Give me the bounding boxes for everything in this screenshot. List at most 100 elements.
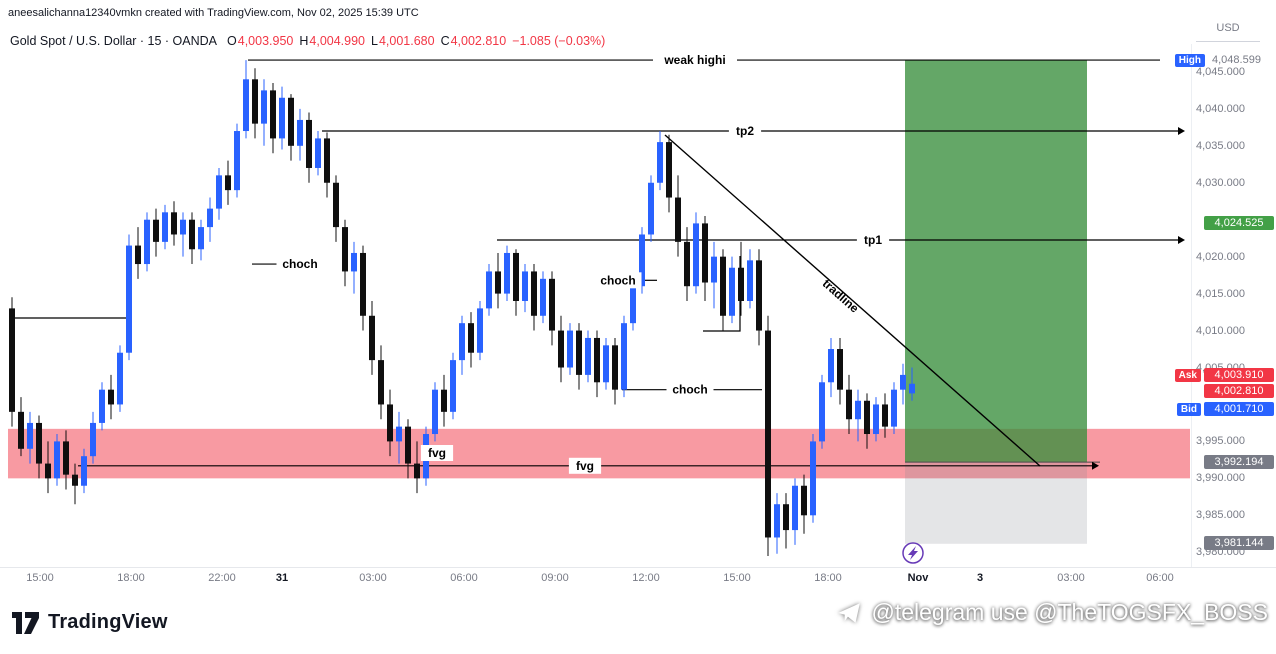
tradingview-logo-mark (12, 611, 39, 634)
tradingview-logo[interactable]: TradingView (12, 611, 168, 634)
open-value: 4,003.950 (237, 34, 294, 48)
candle-body (36, 422, 42, 464)
time-axis-label: 03:00 (359, 572, 387, 584)
weak-high-line-label[interactable]: weak highi (663, 53, 725, 67)
candle-body (288, 97, 294, 146)
choch-2-tick-label[interactable]: choch (600, 273, 635, 287)
candle-body (882, 404, 888, 427)
time-axis-label: 15:00 (26, 572, 54, 584)
tp2-line-label[interactable]: tp2 (736, 124, 754, 138)
fvg-floating-label[interactable]: fvg (428, 446, 446, 460)
low-price: L4,001.680 (371, 34, 435, 48)
price-axis-label: 4,045.000 (1196, 65, 1245, 78)
candle-body (765, 330, 771, 538)
time-axis-label: 3 (976, 572, 984, 584)
attribution-bar: aneesalichanna12340vmkn created with Tra… (8, 7, 419, 19)
choch-3-left-label[interactable]: choch (672, 383, 707, 397)
lightning-icon (908, 546, 918, 560)
candle-body (666, 142, 672, 198)
candle-body (738, 267, 744, 301)
time-axis-label: 31 (275, 572, 289, 584)
ask-price-value: 4,003.910 (1204, 368, 1274, 382)
candle-body (252, 79, 258, 124)
candle-body (405, 426, 411, 464)
long-position-loss-box[interactable] (905, 462, 1087, 544)
symbol-title[interactable]: Gold Spot / U.S. Dollar · 15 · OANDA (10, 34, 218, 48)
candle-body (747, 260, 753, 301)
order-price-badge: 4,024.525 (1158, 215, 1274, 231)
price-axis-label: 4,010.000 (1196, 324, 1245, 337)
tp2-line-label-bg (728, 123, 762, 140)
last-price-value: 4,002.810 (1204, 384, 1274, 398)
tp1-line-label[interactable]: tp1 (864, 233, 882, 247)
candle-body (810, 441, 816, 516)
open-label: O (227, 34, 237, 48)
candle-body (144, 219, 150, 265)
candle-body (774, 504, 780, 538)
stop-price-badge: 3,981.144 (1158, 535, 1274, 551)
candle-body (216, 175, 222, 209)
tradline-label[interactable]: tradline (820, 276, 862, 315)
candle-body (63, 441, 69, 475)
candle-body (621, 323, 627, 390)
fvg-line-arrow (1092, 461, 1099, 470)
candle-body (9, 308, 15, 412)
candle-body (756, 260, 762, 331)
candle-body (351, 252, 357, 272)
choch-3-left-label-bg (666, 381, 714, 398)
candle-body (603, 345, 609, 383)
candle-body (171, 212, 177, 235)
candle-body (513, 252, 519, 301)
time-axis-label: 06:00 (450, 572, 478, 584)
choch-1-line-label-bg (276, 256, 324, 273)
candle-body (153, 219, 159, 242)
candle-body (360, 252, 366, 316)
candle-body (243, 79, 249, 132)
candle-body (180, 219, 186, 235)
candle-body (567, 330, 573, 368)
candle-body (648, 182, 654, 235)
fvg-line-label[interactable]: fvg (576, 459, 594, 473)
choch-2-tick-label-bg (594, 272, 642, 289)
close-value: 4,002.810 (450, 34, 507, 48)
candle-body (396, 426, 402, 442)
candle-body (720, 256, 726, 316)
fvg-line-label-bg (568, 457, 602, 474)
candle-body (783, 504, 789, 531)
candle-body (594, 337, 600, 383)
choch-1-line-label[interactable]: choch (282, 257, 317, 271)
tradline-trendline[interactable] (664, 134, 1041, 467)
high-label-badge: High 4,048.599 (1158, 52, 1274, 68)
high-label-chip: High (1174, 53, 1205, 67)
candle-body (117, 352, 123, 405)
candle-body (306, 119, 312, 168)
candle-body (27, 422, 33, 449)
price-axis-currency[interactable]: USD (1196, 22, 1260, 42)
candle-body (45, 463, 51, 479)
candle-body (270, 90, 276, 139)
last-price-badge: 4,002.810 (1158, 383, 1274, 399)
telegram-plane-icon (838, 602, 861, 623)
candle-body (576, 330, 582, 375)
candle-body (504, 252, 510, 294)
candle-body (585, 337, 591, 375)
candle-body (900, 374, 906, 390)
candle-body (846, 389, 852, 420)
candle-body (342, 227, 348, 272)
time-axis-label: 15:00 (723, 572, 751, 584)
candle-body (711, 256, 717, 283)
candle-body (387, 404, 393, 442)
candle-body (477, 308, 483, 353)
candle-body (612, 345, 618, 390)
candle-body (855, 400, 861, 420)
symbol-info-bar[interactable]: Gold Spot / U.S. Dollar · 15 · OANDA O4,… (10, 34, 605, 48)
watermark-text: @telegram use @TheTOGSFX_BOSS (871, 599, 1268, 625)
price-axis-label: 4,040.000 (1196, 102, 1245, 115)
candle-body (378, 360, 384, 405)
candle-body (99, 389, 105, 423)
candle-body (279, 97, 285, 139)
price-axis-label: 4,035.000 (1196, 139, 1245, 152)
open-price: O4,003.950 (227, 34, 293, 48)
long-position-profit-box[interactable] (905, 60, 1087, 463)
